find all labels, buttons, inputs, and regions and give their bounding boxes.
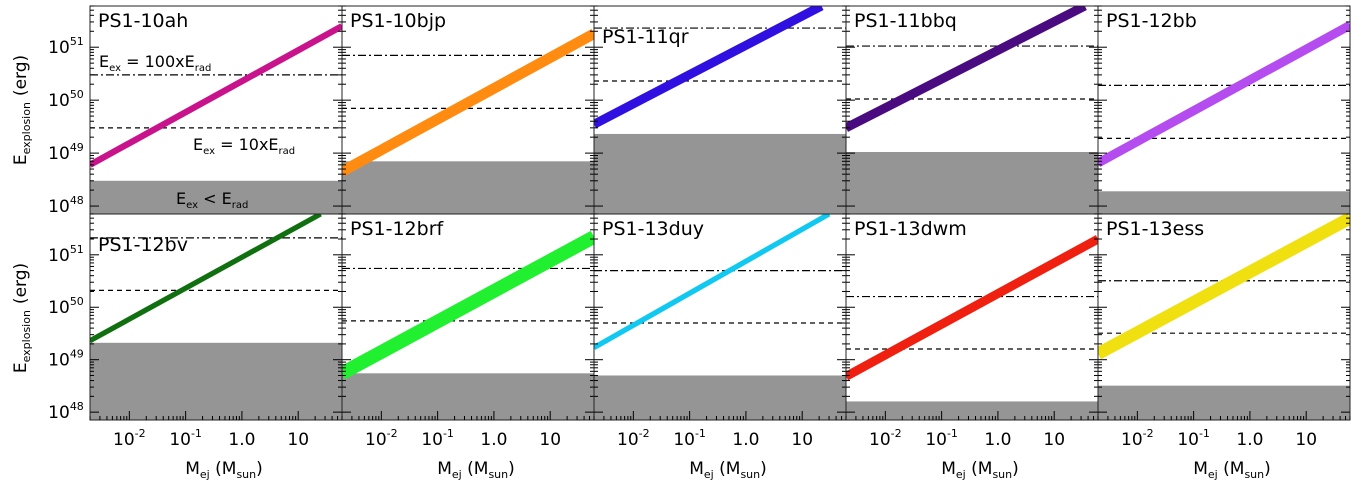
- e-rad-region: [90, 343, 342, 420]
- x-tick-label: 10-2: [113, 427, 146, 450]
- x-tick-label: 10: [791, 430, 813, 450]
- panel-title: PS1-12bb: [1106, 10, 1197, 32]
- energy-band: [342, 34, 594, 172]
- panel-frame: [846, 214, 1098, 420]
- x-axis-label: Mej (Msun): [185, 459, 263, 481]
- panel-title: PS1-11bbq: [854, 10, 957, 32]
- x-tick-label: 10: [539, 430, 561, 450]
- panel-ps1-12brf: 10-2 10-1 1.0 10 Mej (Msun) PS1-12brf: [342, 214, 594, 481]
- svg-text:Eexplosion(erg): Eexplosion (erg): [11, 263, 33, 373]
- panel-title: PS1-12brf: [350, 218, 445, 240]
- panel-title: PS1-11qr: [602, 26, 689, 48]
- x-tick-label: 10-2: [365, 427, 398, 450]
- energy-band: [1098, 25, 1350, 163]
- y-label-unit: (erg): [11, 263, 31, 304]
- panel-ps1-10bjp: PS1-10bjp: [342, 6, 594, 214]
- x-tick-label: 1.0: [1236, 430, 1263, 450]
- x-axis-label: Mej (Msun): [437, 459, 515, 481]
- panel-title: PS1-10ah: [98, 10, 188, 32]
- x-tick-label: 10-1: [421, 427, 454, 450]
- y-label-unit: (erg): [11, 55, 31, 96]
- energy-band: [90, 214, 321, 341]
- x-tick-label: 1.0: [984, 430, 1011, 450]
- x-tick-label: 10-2: [617, 427, 650, 450]
- y-tick-label: 1049: [48, 348, 84, 371]
- panel-ps1-13dwm: 10-2 10-1 1.0 10 Mej (Msun) PS1-13dwm: [846, 214, 1098, 481]
- x-tick-label: 10: [1295, 430, 1317, 450]
- panel-ps1-10ah: 1048 1049 1050 1051 PS1-10ah Eex = 100xErad Ee…: [48, 6, 342, 217]
- panel-ps1-11bbq: PS1-11bbq: [846, 6, 1098, 214]
- panel-title: PS1-13dwm: [854, 218, 967, 240]
- y-tick-label: 1050: [48, 295, 84, 318]
- panel-ps1-13duy: 10-2 10-1 1.0 10 Mej (Msun) PS1-13duy: [594, 214, 846, 481]
- y-axis-label-bottom: Eexplosion (erg): [11, 263, 33, 373]
- y-label-sub: explosion: [20, 310, 33, 362]
- x-axis-label: Mej (Msun): [1193, 459, 1271, 481]
- y-tick-label: 1051: [48, 243, 84, 266]
- x-tick-label: 10-1: [673, 427, 706, 450]
- x-tick-label: 1.0: [480, 430, 507, 450]
- y-label-main: E: [11, 154, 31, 165]
- x-axis-label: Mej (Msun): [941, 459, 1019, 481]
- y-tick-label: 1049: [48, 141, 84, 164]
- annotation-100x: Eex = 100xErad: [99, 52, 211, 74]
- y-tick-label: 1050: [48, 88, 84, 111]
- e-rad-region: [1098, 386, 1350, 420]
- e-rad-region: [846, 152, 1098, 214]
- e-rad-region: [342, 161, 594, 214]
- y-label-sub: explosion: [20, 102, 33, 154]
- panel-title: PS1-13ess: [1106, 218, 1204, 240]
- energy-band: [594, 6, 821, 124]
- x-tick-label: 1.0: [732, 430, 759, 450]
- x-tick-label: 10-2: [869, 427, 902, 450]
- y-tick-label: 1048: [48, 400, 84, 423]
- x-axis-label: Mej (Msun): [689, 459, 767, 481]
- energy-band: [342, 237, 594, 373]
- annotation-10x: Eex = 10xErad: [193, 135, 295, 157]
- y-tick-label: 1048: [48, 194, 84, 217]
- panel-title: PS1-13duy: [602, 218, 704, 240]
- energy-band: [846, 239, 1098, 376]
- e-rad-region: [846, 401, 1098, 420]
- x-tick-label: 10: [287, 430, 309, 450]
- x-tick-label: 1.0: [228, 430, 255, 450]
- x-tick-label: 10: [1043, 430, 1065, 450]
- x-tick-label: 10-1: [169, 427, 202, 450]
- svg-text:Eexplosion(erg): Eexplosion (erg): [11, 55, 33, 165]
- panel-title: PS1-10bjp: [350, 10, 446, 32]
- x-tick-label: 10-1: [925, 427, 958, 450]
- panel-ps1-13ess: 10-2 10-1 1.0 10 Mej (Msun) PS1-13ess: [1098, 214, 1350, 481]
- e-rad-region: [594, 134, 846, 214]
- panel-title: PS1-12bv: [98, 234, 188, 256]
- panel-ps1-11qr: PS1-11qr: [594, 6, 846, 214]
- panel-ps1-12bb: PS1-12bb: [1098, 6, 1350, 214]
- y-axis-label-top: Eexplosion (erg): [11, 55, 33, 165]
- e-rad-region: [594, 375, 846, 420]
- panel-frame: [1098, 6, 1350, 214]
- y-label-main: E: [11, 362, 31, 373]
- x-tick-label: 10-2: [1121, 427, 1154, 450]
- panel-grid: 1048 1049 1050 1051 PS1-10ah Eex = 100xErad Ee…: [48, 6, 1350, 481]
- y-tick-label: 1051: [48, 35, 84, 58]
- panel-ps1-12bv: 10-2 10-1 1.0 10 Mej (Msun) 1048 1049 1050 1051 P…: [48, 214, 342, 481]
- e-rad-region: [342, 373, 594, 420]
- e-rad-region: [1098, 191, 1350, 214]
- x-tick-label: 10-1: [1177, 427, 1210, 450]
